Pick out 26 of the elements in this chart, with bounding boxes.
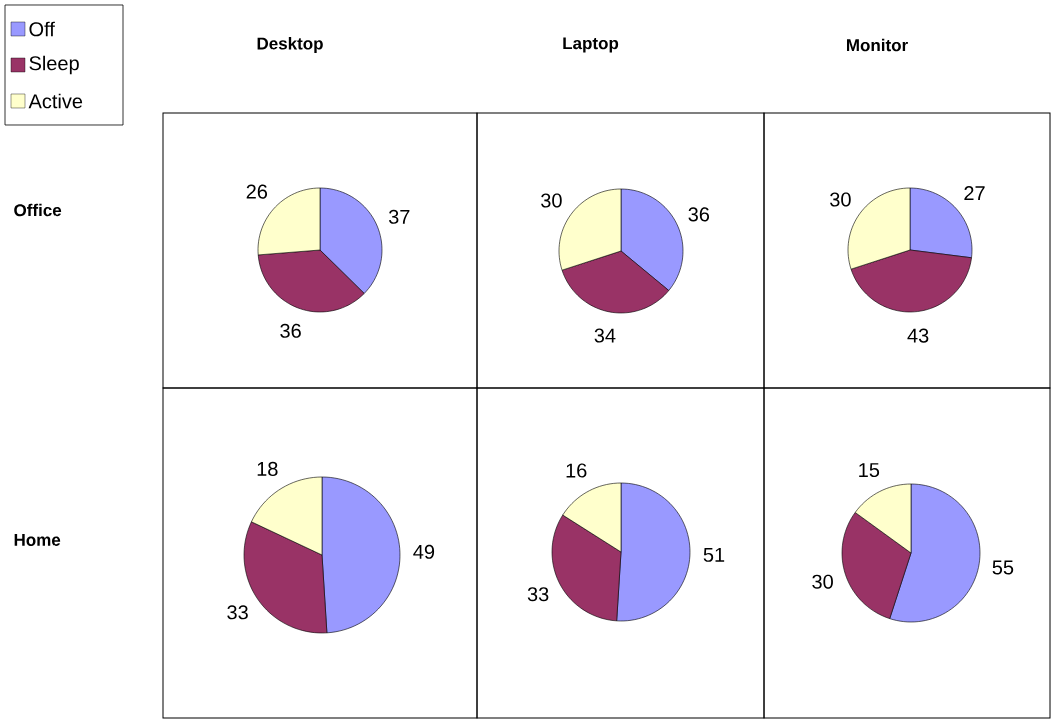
data-label: 51 <box>703 547 725 562</box>
chart-title: Laptop <box>563 37 619 53</box>
data-label: 36 <box>280 323 301 338</box>
data-label: 33 <box>227 605 248 620</box>
data-label: 36 <box>688 207 710 222</box>
data-label: 43 <box>907 328 929 343</box>
data-label: 30 <box>812 574 833 589</box>
data-label: 26 <box>246 184 268 199</box>
text: Home <box>14 534 61 546</box>
data-label: 15 <box>859 463 880 478</box>
data-label: 49 <box>413 544 435 559</box>
data-label: 37 <box>388 209 410 224</box>
data-label: 18 <box>257 461 278 476</box>
data-label: 16 <box>566 463 587 478</box>
data-label: 30 <box>830 192 851 207</box>
data-label: 33 <box>527 587 549 602</box>
chart-title: Monitor <box>847 38 908 52</box>
data-label: 27 <box>964 186 985 201</box>
text: Office <box>14 203 62 217</box>
legend-label: Sleep <box>29 55 79 75</box>
legend-label: Off <box>29 21 55 37</box>
data-label: 30 <box>541 193 562 208</box>
legend-label: Active <box>28 93 83 109</box>
data-label: 34 <box>594 328 616 343</box>
data-label: 55 <box>992 560 1014 575</box>
text: Desktop <box>257 37 323 53</box>
